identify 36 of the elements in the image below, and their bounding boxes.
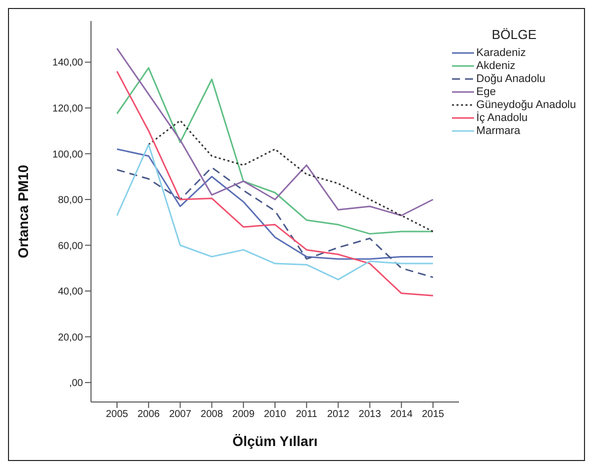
legend-title: BÖLGE [490,27,538,42]
x-tick-label: 2009 [232,409,255,420]
legend-label: Marmara [476,124,520,136]
y-tick-label: 120,00 [52,104,84,115]
x-tick-label: 2014 [390,409,413,420]
legend-label: Akdeniz [476,60,516,72]
x-tick-label: 2012 [327,409,350,420]
line-series [116,166,434,278]
y-tick-label: 20,00 [58,332,84,344]
legend-label: Doğu Anadolu [476,72,546,84]
y-axis-title: Ortanca PM10 [14,164,31,258]
line-series [116,144,434,280]
y-tick-label: 140,00 [52,58,84,69]
line-series [116,148,434,260]
y-tick-label: 40,00 [58,286,84,298]
line-series [116,48,434,216]
x-tick-label: 2015 [422,409,445,420]
line-series [116,67,434,235]
x-tick-label: 2010 [264,409,287,420]
legend-label: İç Anadolu [476,112,528,124]
y-tick-label: 100,00 [52,149,84,160]
y-tick-label: 60,00 [58,240,84,252]
line-series [116,70,434,296]
legend-label: Güneydoğu Anadolu [476,98,576,110]
legend-label: Ege [476,86,496,98]
line-series [148,120,434,232]
legend-label: Karadeniz [476,46,526,58]
x-tick-label: 2013 [358,409,382,420]
x-tick-label: 2006 [137,409,160,420]
x-tick-label: 2011 [296,409,318,420]
x-tick-label: 2008 [200,409,224,420]
x-axis-title: Ölçüm Yılları [232,433,318,449]
x-tick-label: 2007 [169,409,192,420]
x-tick-label: 2005 [106,409,129,420]
y-tick-label: ,00 [69,378,84,390]
y-tick-label: 80,00 [58,195,84,206]
